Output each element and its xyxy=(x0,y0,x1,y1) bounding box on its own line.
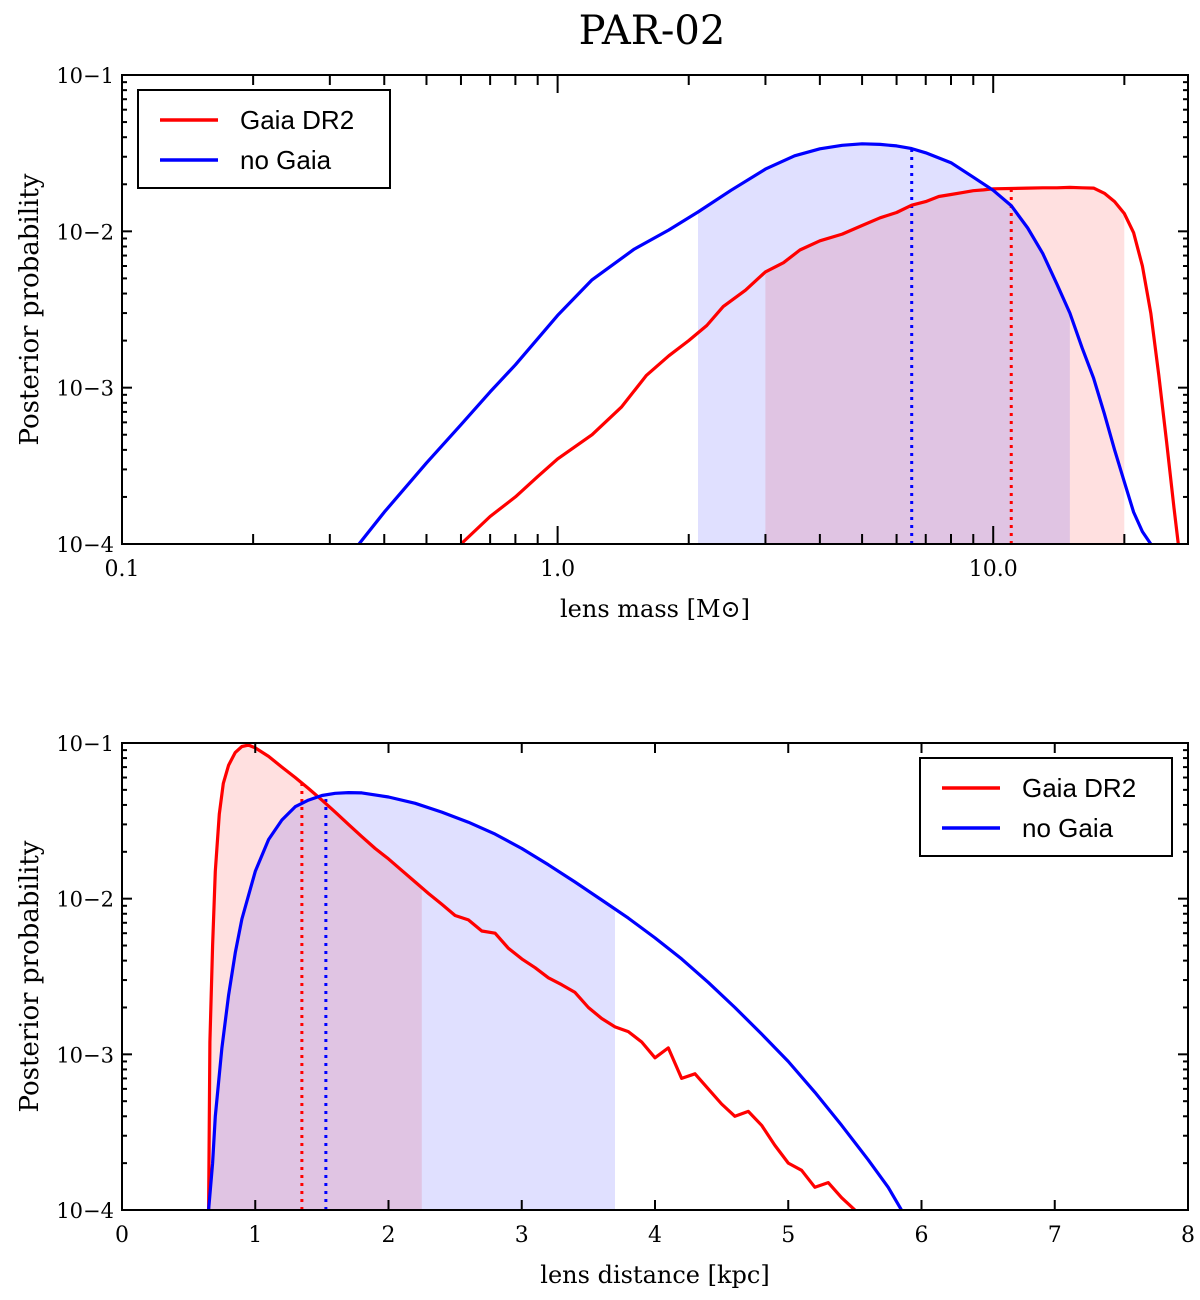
x-tick-label: 5 xyxy=(781,1223,795,1248)
x-tick-label: 8 xyxy=(1181,1223,1195,1248)
y-axis-label: Posterior probability xyxy=(15,173,45,445)
legend: Gaia DR2 no Gaia xyxy=(919,757,1173,857)
y-tick-label: 10−4 xyxy=(56,533,114,557)
x-tick-label: 4 xyxy=(648,1223,662,1248)
mass-panel: 0.1 1.0 10.0 10−4 10−3 10−2 10−1 lens mass [M⊙]… xyxy=(15,64,1189,623)
x-axis-label: lens mass [M⊙] xyxy=(560,595,750,623)
x-axis-label: lens distance [kpc] xyxy=(540,1261,769,1289)
series-line-gaia xyxy=(459,185,1180,544)
y-tick-label: 10−4 xyxy=(56,1199,114,1223)
y-axis-label: Posterior probability xyxy=(15,840,45,1112)
figure-title: PAR-02 xyxy=(579,8,726,54)
plot-area xyxy=(357,142,1180,544)
x-tick-label: 6 xyxy=(915,1223,929,1248)
legend-box xyxy=(137,89,391,189)
y-tick-label: 10−1 xyxy=(56,64,114,88)
legend-label-nogaia: no Gaia xyxy=(240,145,332,175)
plot-area xyxy=(207,743,903,1210)
x-tick-label: 1.0 xyxy=(540,557,575,582)
legend-label-nogaia: no Gaia xyxy=(1022,813,1114,843)
x-tick-label: 2 xyxy=(382,1223,396,1248)
legend-label-gaia: Gaia DR2 xyxy=(1022,773,1136,803)
x-tick-label: 3 xyxy=(515,1223,529,1248)
y-tick-label: 10−2 xyxy=(56,888,114,912)
interval-shade-gaia xyxy=(765,187,1125,544)
y-tick-label: 10−2 xyxy=(56,220,114,244)
x-tick-label: 0 xyxy=(115,1223,129,1248)
interval-shade-nogaia xyxy=(698,143,1070,544)
x-tick-label: 0.1 xyxy=(105,557,140,582)
legend-box xyxy=(919,757,1173,857)
interval-shade-gaia xyxy=(208,745,422,1210)
legend: Gaia DR2 no Gaia xyxy=(137,89,391,189)
series-line-gaia xyxy=(207,743,856,1210)
y-tick-label: 10−1 xyxy=(56,732,114,756)
axes-frame xyxy=(121,74,1189,545)
x-tick-label: 10.0 xyxy=(969,557,1018,582)
x-tick-label: 1 xyxy=(248,1223,262,1248)
legend-label-gaia: Gaia DR2 xyxy=(240,105,354,135)
distance-panel: 0 1 2 3 4 5 6 7 8 10−4 10−3 10−2 10−1 lens distance [… xyxy=(15,732,1195,1289)
series-line-nogaia xyxy=(357,142,1153,544)
y-tick-label: 10−3 xyxy=(56,377,114,401)
series-line-nogaia xyxy=(207,790,903,1210)
y-tick-label: 10−3 xyxy=(56,1043,114,1067)
x-tick-label: 7 xyxy=(1048,1223,1062,1248)
interval-shade-nogaia xyxy=(208,792,615,1210)
